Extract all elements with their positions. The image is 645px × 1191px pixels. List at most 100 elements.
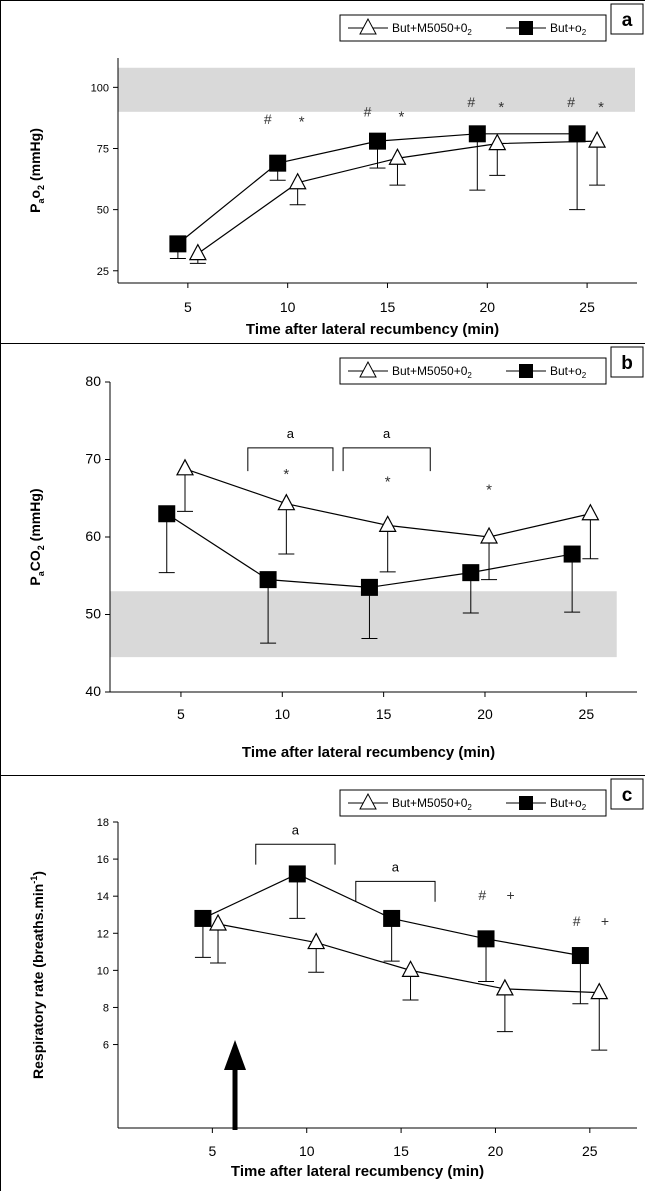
y-axis-label: Pao2 (mmHg) [27, 128, 46, 213]
panel-letter-box [610, 3, 644, 35]
data-point-square [568, 125, 586, 143]
data-point-triangle [307, 932, 326, 950]
data-point-square [477, 930, 495, 948]
significance-marker: * [399, 109, 405, 126]
panel-c: 6 8 10 12 14 16 18 5 10 15 20 25 Time after lateral … [29, 778, 644, 1180]
y-tick-label: 8 [103, 1002, 109, 1014]
series-line [217, 923, 600, 994]
legend-triangle-marker [359, 792, 377, 810]
legend-triangle-marker [359, 360, 377, 378]
y-axis-label: PaCO2 (mmHg) [27, 488, 46, 585]
significance-marker: + [506, 887, 514, 903]
x-tick-label: 5 [208, 1143, 216, 1159]
legend-subscript: 2 [582, 803, 587, 812]
data-point-square [360, 578, 378, 596]
panel-letter: a [622, 10, 633, 31]
panel-b: 40 50 60 70 80 5 10 15 20 25 Time after lateral re… [27, 346, 644, 761]
y-tick-label: 40 [85, 683, 101, 699]
panel-a: 25 50 75 100 5 10 15 20 25 Time after lateral rec… [27, 3, 644, 338]
y-label-mid: CO [27, 550, 43, 571]
data-point-square [563, 545, 581, 563]
significance-bracket [342, 447, 431, 472]
legend-label: But+o2 [550, 21, 587, 37]
y-label-mid: o [27, 190, 43, 199]
legend-square-marker [519, 364, 533, 378]
y-label-end: ) [30, 871, 46, 876]
y-label-main: P [27, 576, 43, 585]
data-point-triangle [209, 913, 228, 931]
legend-subscript: 2 [467, 803, 472, 812]
legend-triangle-marker [359, 17, 377, 35]
panel-letter-box [610, 346, 644, 378]
significance-marker: + [601, 913, 609, 929]
significance-marker: * [283, 466, 289, 483]
legend-label: But+M5050+02 [392, 364, 472, 380]
data-point-triangle [401, 960, 420, 977]
data-point-square [383, 909, 401, 927]
y-tick-label: 100 [91, 82, 109, 94]
panel-letter: c [622, 785, 633, 806]
data-point-triangle [588, 130, 607, 148]
x-tick-label: 15 [376, 706, 392, 722]
legend-subscript: 2 [467, 371, 472, 380]
y-label-subscript: 2 [36, 185, 46, 190]
significance-bracket [355, 880, 436, 902]
data-point-triangle [581, 503, 600, 521]
data-point-square [288, 865, 306, 883]
data-point-square [194, 909, 212, 927]
y-tick-label: 60 [85, 528, 101, 544]
y-label-subscript: a [36, 570, 46, 576]
data-point-triangle [277, 493, 296, 511]
significance-marker: * [299, 113, 305, 130]
significance-marker: * [498, 99, 504, 116]
legend: But+M5050+02 But+o2 [339, 14, 607, 42]
data-point-triangle [388, 147, 407, 165]
significance-marker: * [598, 99, 604, 116]
panel-letter: b [621, 353, 633, 374]
y-tick-label: 6 [103, 1040, 109, 1052]
x-axis-label: Time after lateral recumbency (min) [231, 1163, 484, 1180]
x-tick-label: 10 [274, 706, 290, 722]
bracket-label: a [292, 822, 300, 837]
y-tick-label: 75 [97, 143, 109, 155]
y-tick-label: 50 [97, 205, 109, 217]
legend-label: But+o2 [550, 796, 587, 812]
significance-marker: # [567, 94, 575, 110]
legend-box [339, 357, 607, 385]
normal-range-band [110, 591, 617, 658]
legend-subscript: 2 [467, 28, 472, 37]
legend-text: But+o [550, 21, 582, 35]
data-point-triangle [378, 515, 397, 532]
data-point-square [369, 132, 386, 150]
y-label-unit: (mmHg) [27, 488, 43, 545]
x-tick-label: 5 [184, 299, 192, 315]
bracket-label: a [383, 426, 391, 441]
legend-text: But+M5050+0 [392, 364, 468, 378]
bracket-label: a [287, 426, 295, 441]
data-point-triangle [288, 172, 307, 190]
y-label-text: Respiratory rate (breaths.min [30, 884, 46, 1079]
data-point-square [571, 947, 589, 965]
y-tick-label: 14 [97, 891, 109, 903]
significance-marker: # [478, 887, 486, 903]
legend: But+M5050+02 But+o2 [339, 789, 607, 817]
x-axis-label: Time after lateral recumbency (min) [246, 321, 499, 338]
significance-marker: # [467, 94, 475, 110]
y-label-subscript: a [36, 198, 46, 204]
data-point-triangle [480, 526, 499, 544]
y-tick-label: 25 [97, 266, 109, 278]
panel-letter-box [610, 778, 644, 810]
x-tick-label: 10 [299, 1143, 315, 1159]
x-tick-label: 20 [488, 1143, 504, 1159]
x-tick-label: 15 [393, 1143, 409, 1159]
y-axis-label: Respiratory rate (breaths.min-1) [29, 871, 46, 1079]
significance-marker: # [264, 111, 272, 127]
data-point-square [468, 125, 486, 143]
y-label-unit: (mmHg) [27, 128, 43, 185]
series-line [166, 513, 573, 588]
time-arrow-head [224, 1040, 247, 1070]
y-tick-label: 50 [85, 606, 101, 622]
data-point-triangle [590, 982, 609, 1000]
y-tick-label: 10 [97, 965, 109, 977]
